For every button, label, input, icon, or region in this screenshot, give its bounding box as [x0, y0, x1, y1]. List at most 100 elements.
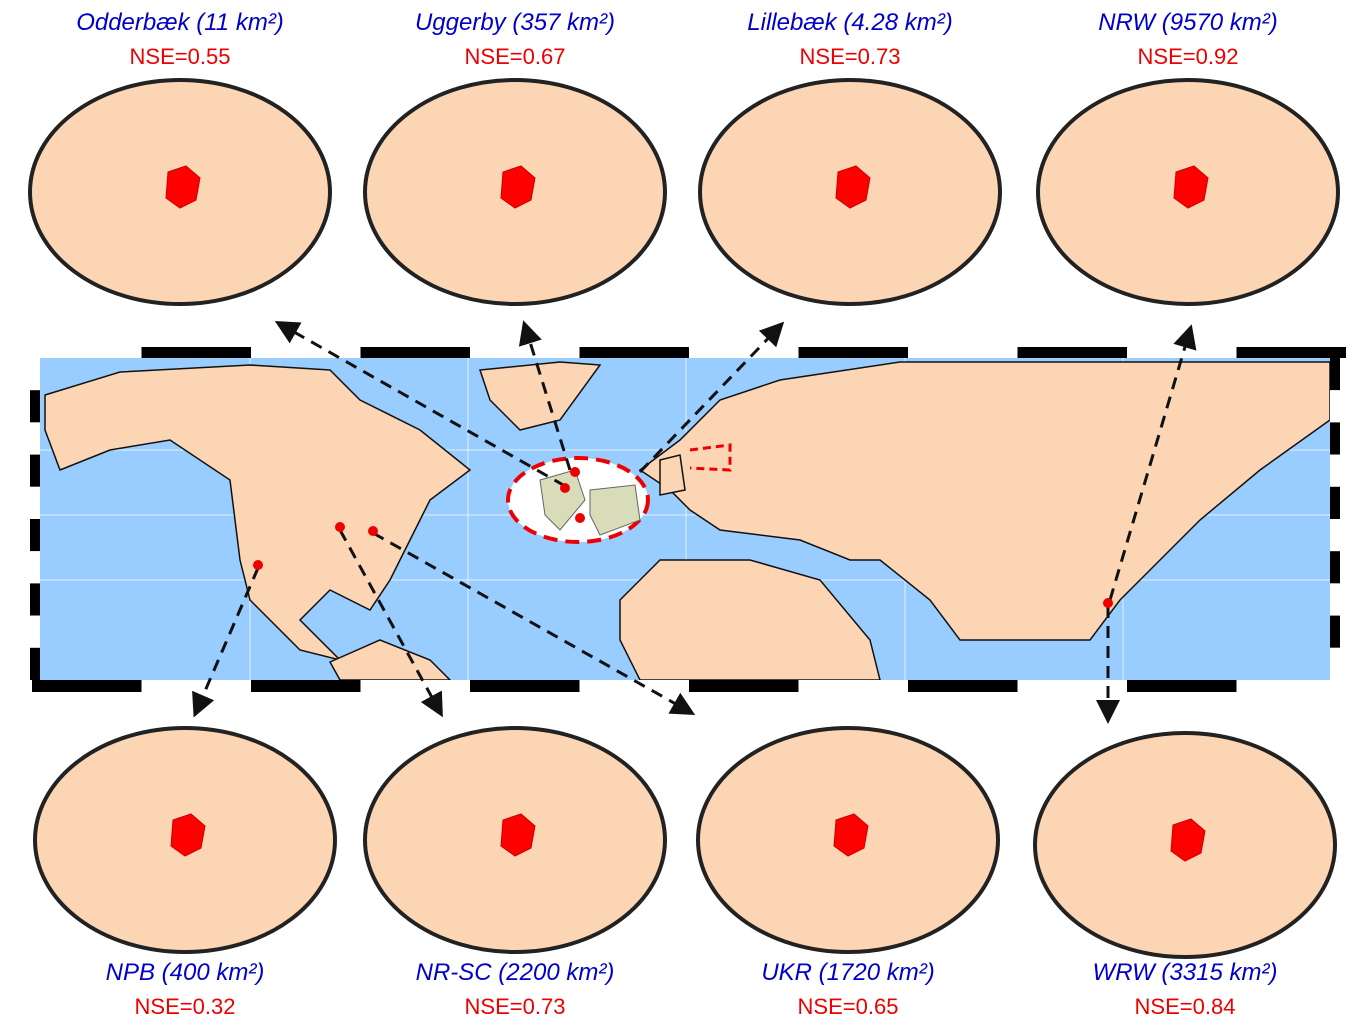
panel-label: WRW (3315 km²): [1093, 959, 1278, 986]
frame-segment: [30, 615, 40, 648]
catchment: [833, 813, 869, 857]
catchment: [500, 165, 536, 209]
arrow: [372, 531, 696, 715]
panel-label: NR-SC (2200 km²): [416, 959, 615, 986]
panel-label: Lillebæk (4.28 km²): [747, 9, 952, 36]
frame-segment: [689, 680, 799, 692]
arrow: [274, 321, 566, 488]
arrow: [638, 321, 785, 474]
panels: Odderbæk (11 km²) NSE=0.55 Uggerby (357 km…: [28, 9, 1340, 1019]
frame-segment: [798, 347, 908, 358]
frame-segment: [360, 680, 470, 692]
frame-segment: [141, 680, 251, 692]
panel-label: Odderbæk (11 km²): [76, 9, 284, 36]
site-dot: [1103, 598, 1113, 608]
inset-panel: NRW (9570 km²) NSE=0.92: [1036, 9, 1340, 306]
eurasia: [638, 361, 1331, 641]
frame-segment: [1330, 390, 1340, 423]
site-dot: [368, 526, 378, 536]
denmark-inset: [506, 443, 732, 544]
frame-segment: [251, 680, 361, 692]
frame-segment: [30, 519, 40, 552]
catchment: [835, 165, 871, 209]
inset-panel: Lillebæk (4.28 km²) NSE=0.73: [698, 9, 1002, 306]
arrow: [518, 320, 572, 471]
panel-nse: NSE=0.73: [465, 994, 566, 1019]
arrow: [338, 529, 443, 718]
frame-segment: [470, 347, 580, 358]
frame-segment: [251, 347, 361, 358]
map-frame: [30, 347, 1346, 692]
inset-panel: Odderbæk (11 km²) NSE=0.55: [28, 9, 332, 306]
frame-segment: [30, 583, 40, 616]
site-dot: [560, 483, 570, 493]
frame-segment: [1330, 583, 1340, 616]
frame-segment: [470, 680, 580, 692]
catchment: [170, 813, 206, 857]
inset-panel: WRW (3315 km²) NSE=0.84: [1033, 731, 1337, 1019]
panel-label: UKR (1720 km²): [761, 959, 934, 986]
south-america: [328, 639, 452, 681]
frame-segment: [1330, 647, 1340, 680]
frame-segment: [141, 347, 251, 358]
frame-segment: [32, 680, 142, 692]
frame-segment: [798, 680, 908, 692]
site-dot: [570, 467, 580, 477]
frame-segment: [1330, 519, 1340, 552]
frame-segment: [908, 347, 1018, 358]
panel-nse: NSE=0.92: [1138, 44, 1239, 69]
north-america: [44, 364, 472, 662]
frame-segment: [360, 347, 470, 358]
site-dot: [253, 560, 263, 570]
frame-segment: [1330, 454, 1340, 487]
catchment: [1173, 165, 1209, 209]
frame-segment: [32, 347, 142, 358]
panel-nse: NSE=0.55: [130, 44, 231, 69]
frame-segment: [1127, 347, 1237, 358]
panel-label: NRW (9570 km²): [1098, 9, 1278, 36]
world-map: [30, 347, 1346, 692]
frame-segment: [579, 347, 689, 358]
inset-panel: UKR (1720 km²) NSE=0.65: [696, 726, 1000, 1019]
arrow: [192, 567, 260, 718]
arrow: [1108, 324, 1197, 601]
panel-nse: NSE=0.65: [798, 994, 899, 1019]
inset-panel: NPB (400 km²) NSE=0.32: [33, 726, 337, 1019]
panel-nse: NSE=0.84: [1135, 994, 1236, 1019]
greenland: [478, 361, 602, 431]
panel-label: Uggerby (357 km²): [415, 9, 615, 36]
site-dot: [575, 513, 585, 523]
frame-segment: [1330, 422, 1340, 455]
frame-segment: [908, 680, 1018, 692]
arrows: [192, 320, 1197, 724]
frame-segment: [579, 680, 689, 692]
frame-segment: [30, 422, 40, 455]
frame-segment: [30, 551, 40, 584]
frame-segment: [30, 486, 40, 519]
inset-panel: Uggerby (357 km²) NSE=0.67: [363, 9, 667, 306]
frame-segment: [1236, 680, 1346, 692]
frame-segment: [689, 347, 799, 358]
catchment: [500, 813, 536, 857]
frame-segment: [1330, 615, 1340, 648]
frame-segment: [30, 358, 40, 391]
inset-panel: NR-SC (2200 km²) NSE=0.73: [363, 726, 667, 1019]
africa: [619, 559, 881, 681]
panel-nse: NSE=0.73: [800, 44, 901, 69]
frame-segment: [1330, 486, 1340, 519]
panel-label: NPB (400 km²): [106, 959, 265, 986]
panel-nse: NSE=0.32: [135, 994, 236, 1019]
frame-segment: [1017, 680, 1127, 692]
frame-segment: [30, 647, 40, 680]
frame-segment: [1330, 551, 1340, 584]
frame-segment: [30, 454, 40, 487]
frame-segment: [1330, 358, 1340, 391]
frame-segment: [1127, 680, 1237, 692]
britain: [659, 454, 686, 496]
catchment: [1170, 818, 1206, 862]
frame-segment: [1017, 347, 1127, 358]
panel-nse: NSE=0.67: [465, 44, 566, 69]
site-dot: [335, 522, 345, 532]
catchment: [165, 165, 201, 209]
